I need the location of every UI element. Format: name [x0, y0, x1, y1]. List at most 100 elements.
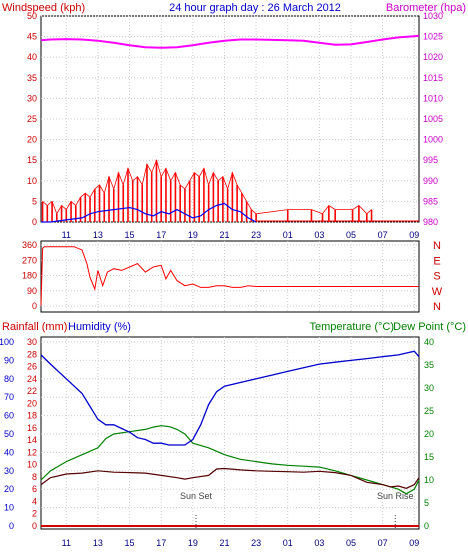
temperature-y-tick-label: 35 [424, 360, 434, 370]
humidity-y-tick-label: 60 [4, 411, 14, 421]
rainfall-y-tick-label: 24 [27, 374, 37, 384]
humidity-y-tick-label: 80 [4, 374, 14, 384]
compass-tick-label: N [433, 301, 441, 313]
dewpoint-line [40, 467, 420, 489]
wind-y-tick-label: 15 [27, 155, 37, 165]
rainfall-y-tick-label: 2 [32, 509, 37, 519]
rainfall-y-tick-label: 30 [27, 337, 37, 347]
rainfall-y-tick-label: 14 [27, 435, 37, 445]
sun-annotation-label: Sun Rise [377, 491, 414, 501]
temperature-axis-title: Temperature (°C) [310, 321, 394, 333]
temperature-y-tick-label: 25 [424, 406, 434, 416]
wind-x-tick-label: 21 [219, 230, 229, 240]
wind-y-tick-label: 25 [27, 114, 37, 124]
temperature-y-tick-label: 15 [424, 452, 434, 462]
barometer-y-tick-label: 1015 [423, 73, 443, 83]
temperature-line [40, 425, 420, 495]
wind-y-tick-label: 30 [27, 93, 37, 103]
temp-x-tick-label: 17 [156, 538, 166, 548]
graph-title: 24 hour graph day : 26 March 2012 [169, 2, 341, 14]
windspeed-axis-title: Windspeed (kph) [2, 2, 85, 14]
humidity-y-tick-label: 0 [9, 521, 14, 531]
barometer-y-tick-label: 995 [423, 155, 438, 165]
temp-x-tick-label: 23 [251, 538, 261, 548]
direction-y-tick-label: 0 [32, 301, 37, 311]
wind-x-tick-label: 19 [188, 230, 198, 240]
rainfall-y-tick-label: 4 [32, 496, 37, 506]
rainfall-y-tick-label: 28 [27, 349, 37, 359]
rainfall-y-tick-label: 10 [27, 460, 37, 470]
compass-tick-label: W [432, 286, 443, 298]
temp-x-tick-label: 19 [188, 538, 198, 548]
wind-y-tick-label: 40 [27, 52, 37, 62]
temp-humidity-panel [40, 336, 420, 530]
wind-y-tick-label: 20 [27, 135, 37, 145]
barometer-line [40, 34, 420, 49]
wind-x-tick-label: 09 [409, 230, 419, 240]
temp-x-tick-label: 01 [283, 538, 293, 548]
wind-x-tick-label: 01 [283, 230, 293, 240]
sun-annotation-label: Sun Set [180, 491, 213, 501]
compass-tick-label: E [433, 255, 440, 267]
temp-x-tick-label: 09 [409, 538, 419, 548]
temperature-y-tick-label: 5 [424, 498, 429, 508]
compass-tick-label: S [433, 271, 440, 283]
temp-x-tick-label: 05 [346, 538, 356, 548]
direction-y-tick-label: 90 [27, 286, 37, 296]
temperature-y-tick-label: 0 [424, 521, 429, 531]
temperature-y-tick-label: 20 [424, 429, 434, 439]
wind-y-tick-label: 50 [27, 11, 37, 21]
rainfall-y-tick-label: 8 [32, 472, 37, 482]
wind-y-tick-label: 35 [27, 73, 37, 83]
dewpoint-axis-title: Dew Point (°C) [393, 321, 466, 333]
wind-x-tick-label: 07 [378, 230, 388, 240]
temperature-y-tick-label: 40 [424, 337, 434, 347]
rainfall-y-tick-label: 6 [32, 484, 37, 494]
humidity-axis-title: Humidity (%) [68, 321, 131, 333]
humidity-y-tick-label: 30 [4, 466, 14, 476]
barometer-axis-title: Barometer (hpa) [386, 2, 466, 14]
rainfall-y-tick-label: 12 [27, 447, 37, 457]
wind-y-tick-label: 5 [32, 196, 37, 206]
wind-direction-line [40, 246, 419, 307]
wind-x-tick-label: 05 [346, 230, 356, 240]
temperature-y-tick-label: 30 [424, 383, 434, 393]
barometer-y-tick-label: 1000 [423, 135, 443, 145]
barometer-y-tick-label: 1005 [423, 114, 443, 124]
direction-y-tick-label: 180 [22, 271, 37, 281]
rainfall-y-tick-label: 0 [32, 521, 37, 531]
temp-x-tick-label: 15 [125, 538, 135, 548]
humidity-y-tick-label: 40 [4, 447, 14, 457]
wind-gust-envelope [42, 158, 372, 215]
direction-y-tick-label: 270 [22, 255, 37, 265]
humidity-y-tick-label: 70 [4, 392, 14, 402]
wind-y-tick-label: 45 [27, 32, 37, 42]
rainfall-y-tick-label: 16 [27, 423, 37, 433]
barometer-y-tick-label: 990 [423, 176, 438, 186]
wind-x-tick-label: 15 [125, 230, 135, 240]
temp-x-tick-label: 07 [378, 538, 388, 548]
rainfall-y-tick-label: 22 [27, 386, 37, 396]
barometer-y-tick-label: 985 [423, 196, 438, 206]
humidity-y-tick-label: 100 [0, 337, 14, 347]
barometer-y-tick-label: 1020 [423, 52, 443, 62]
temp-x-tick-label: 13 [93, 538, 103, 548]
wind-x-tick-label: 03 [314, 230, 324, 240]
wind-x-tick-label: 23 [251, 230, 261, 240]
wind-direction-panel [40, 240, 420, 313]
tick-layer: 0510152025303540455098098599099510001005… [0, 11, 443, 548]
humidity-y-tick-label: 20 [4, 484, 14, 494]
humidity-line [40, 350, 420, 446]
barometer-y-tick-label: 1030 [423, 11, 443, 21]
temp-x-tick-label: 21 [219, 538, 229, 548]
rainfall-y-tick-label: 26 [27, 362, 37, 372]
compass-tick-label: N [433, 240, 441, 252]
marks-layer [40, 34, 420, 527]
humidity-y-tick-label: 10 [4, 503, 14, 513]
humidity-y-tick-label: 50 [4, 429, 14, 439]
direction-y-tick-label: 360 [22, 240, 37, 250]
wind-x-tick-label: 11 [62, 230, 71, 240]
barometer-y-tick-label: 1025 [423, 32, 443, 42]
